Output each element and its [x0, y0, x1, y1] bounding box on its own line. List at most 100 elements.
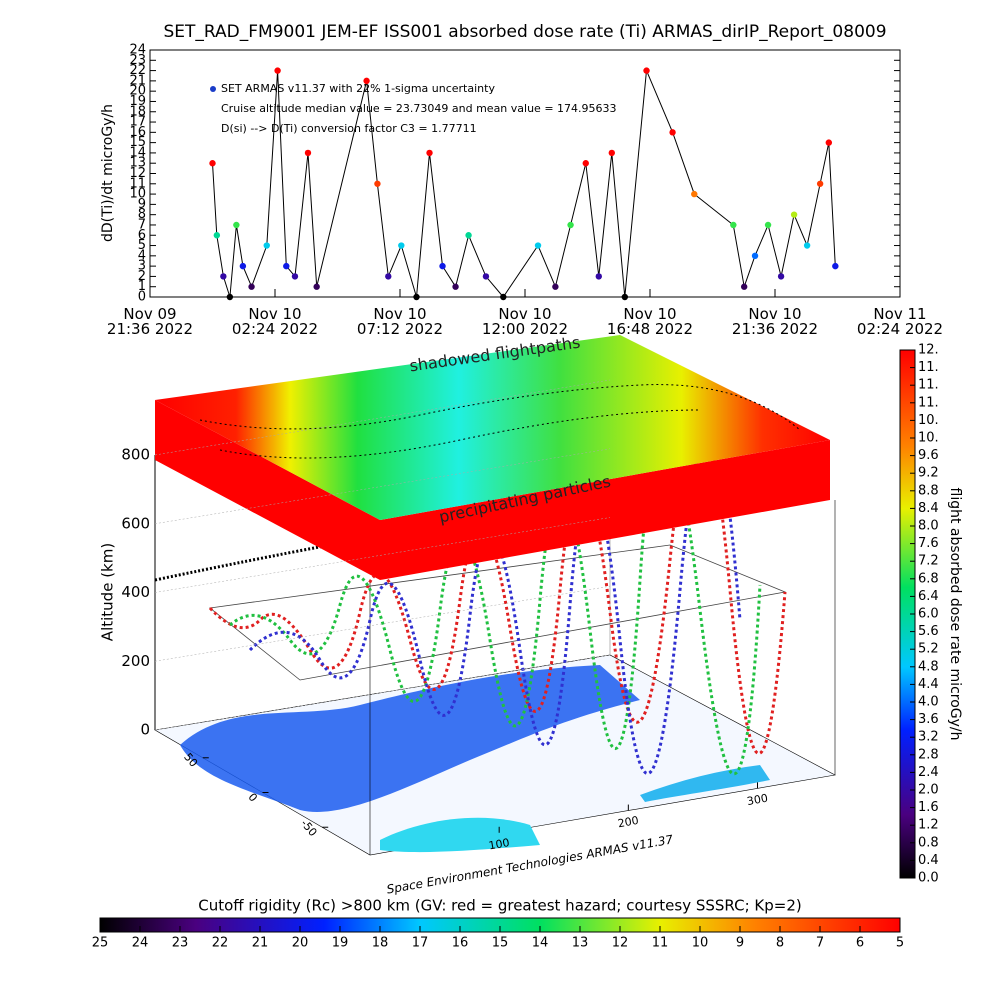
data-point — [482, 273, 490, 280]
y-tick-label: 16 — [129, 125, 146, 140]
colorbar-tick-label: 5 — [896, 936, 904, 951]
colorbar-tick-label: 4.8 — [918, 659, 939, 674]
data-point — [233, 221, 240, 229]
colorbar-tick-label: 21 — [252, 936, 269, 951]
data-point — [764, 221, 772, 229]
colorbar-tick-label: 0.8 — [918, 835, 939, 850]
data-point — [283, 262, 290, 270]
data-point — [582, 160, 589, 167]
data-point — [209, 160, 216, 167]
flightpath — [208, 417, 787, 755]
data-point — [777, 273, 785, 280]
z-tick-label: 600 — [121, 514, 150, 532]
colorbar-tick-label: 7.6 — [918, 536, 939, 551]
slab-side — [380, 440, 830, 580]
data-point — [413, 293, 420, 301]
z-tick-label: 200 — [121, 652, 150, 670]
colorbar-tick-label: 14 — [532, 936, 549, 951]
data-point — [595, 273, 602, 280]
colorbar-tick-label: 5.2 — [918, 642, 939, 657]
x-tick-label: Nov 10 02:24 2022 — [231, 305, 319, 338]
data-point — [220, 273, 227, 280]
series-line — [212, 70, 836, 298]
colorbar-tick-label: 12. — [918, 343, 939, 358]
data-point — [790, 211, 798, 218]
colorbar-tick-label: 11. — [918, 395, 939, 410]
data-point — [751, 252, 759, 260]
x-tick-label: Nov 11 02:24 2022 — [856, 305, 944, 338]
y-tick-label: 12 — [129, 166, 146, 181]
data-point — [263, 242, 270, 249]
colorbar-tick-label: 6.8 — [918, 571, 939, 586]
grid-line — [154, 379, 611, 456]
colorbar-tick-label: 2.8 — [918, 747, 939, 762]
flightpath — [248, 425, 742, 775]
colorbar-tick-label: 11. — [918, 360, 939, 375]
map-land — [380, 817, 540, 853]
data-point — [363, 77, 370, 85]
colorbar-tick-label: 18 — [372, 936, 389, 951]
colorbar-tick-label: 8 — [776, 936, 784, 951]
y-tick-label: 22 — [129, 63, 146, 78]
x-tick-label: 100 — [488, 836, 511, 852]
y-tick-label: 18 — [129, 104, 146, 119]
colorbar-tick-label: 2.4 — [918, 765, 939, 780]
colorbar-tick-label: 24 — [132, 936, 149, 951]
data-point — [239, 262, 247, 270]
y-tick-label: 20 — [129, 84, 146, 99]
data-point — [452, 283, 459, 290]
data-point — [552, 283, 559, 290]
data-point — [730, 221, 737, 229]
data-point — [567, 221, 574, 229]
colorbar-tick-label: 16 — [452, 936, 469, 951]
y-tick-label: 15 — [129, 135, 146, 150]
x-tick-label: Nov 10 16:48 2022 — [606, 305, 694, 338]
data-point — [465, 232, 472, 239]
colorbar-tick-label: 3.2 — [918, 730, 939, 745]
map-land — [180, 665, 640, 812]
y-tick-label: 14 — [129, 145, 146, 160]
data-point — [832, 262, 839, 270]
annotation: D(si) --> D(Ti) conversion factor C3 = 1… — [221, 122, 477, 135]
y-tick-label: 17 — [129, 115, 146, 130]
y-tick-label: 13 — [129, 156, 146, 171]
slab-top — [155, 335, 830, 520]
colorbar-tick-label: 0.4 — [918, 853, 939, 868]
x-tick-label: 300 — [746, 792, 769, 808]
chart-title: SET_RAD_FM9001 JEM-EF ISS001 absorbed do… — [163, 22, 886, 42]
y-tick-label: 4 — [138, 248, 146, 263]
colorbar-tick-label: 2.0 — [918, 783, 939, 798]
data-point — [621, 293, 629, 301]
data-point — [248, 283, 255, 290]
data-point — [398, 242, 405, 249]
colorbar-tick-label: 10 — [692, 936, 709, 951]
x-tick-label: Nov 10 21:36 2022 — [731, 305, 819, 338]
y-tick-label: 23 — [129, 53, 146, 68]
legend-marker — [210, 86, 216, 92]
data-point — [226, 293, 234, 301]
colorbar-tick-label: 9.6 — [918, 448, 939, 463]
colorbar-tick-label: 8.4 — [918, 501, 939, 516]
colorbar-tick-label: 6.4 — [918, 589, 939, 604]
z-tick-label: 400 — [121, 583, 150, 601]
colorbar-tick-label: 0.0 — [918, 871, 939, 886]
data-point — [816, 180, 824, 187]
colorbar-tick-label: 7 — [816, 936, 824, 951]
y-tick-label: 5 — [138, 238, 146, 253]
data-point — [691, 190, 698, 198]
colorbar-tick-label: 15 — [492, 936, 509, 951]
y-axis-label: dD(Ti)/dt microGy/h — [100, 104, 116, 242]
shadowed-flightpath — [219, 409, 701, 459]
y-tick-label: 9 — [138, 197, 146, 212]
colorbar-tick-label: 7.2 — [918, 554, 939, 569]
colorbar-tick-label: 19 — [332, 936, 349, 951]
colorbar-tick-label: 11. — [918, 378, 939, 393]
colorbar-tick-label: 9.2 — [918, 466, 939, 481]
colorbar-tick-label: 1.2 — [918, 818, 939, 833]
colorbar-label: Cutoff rigidity (Rc) >800 km (GV: red = … — [198, 897, 801, 915]
data-point — [439, 262, 446, 270]
colorbar-tick-label: 23 — [172, 936, 189, 951]
colorbar-tick-label: 10. — [918, 413, 939, 428]
slab-side — [155, 400, 380, 580]
colorbar-tick-label: 1.6 — [918, 800, 939, 815]
